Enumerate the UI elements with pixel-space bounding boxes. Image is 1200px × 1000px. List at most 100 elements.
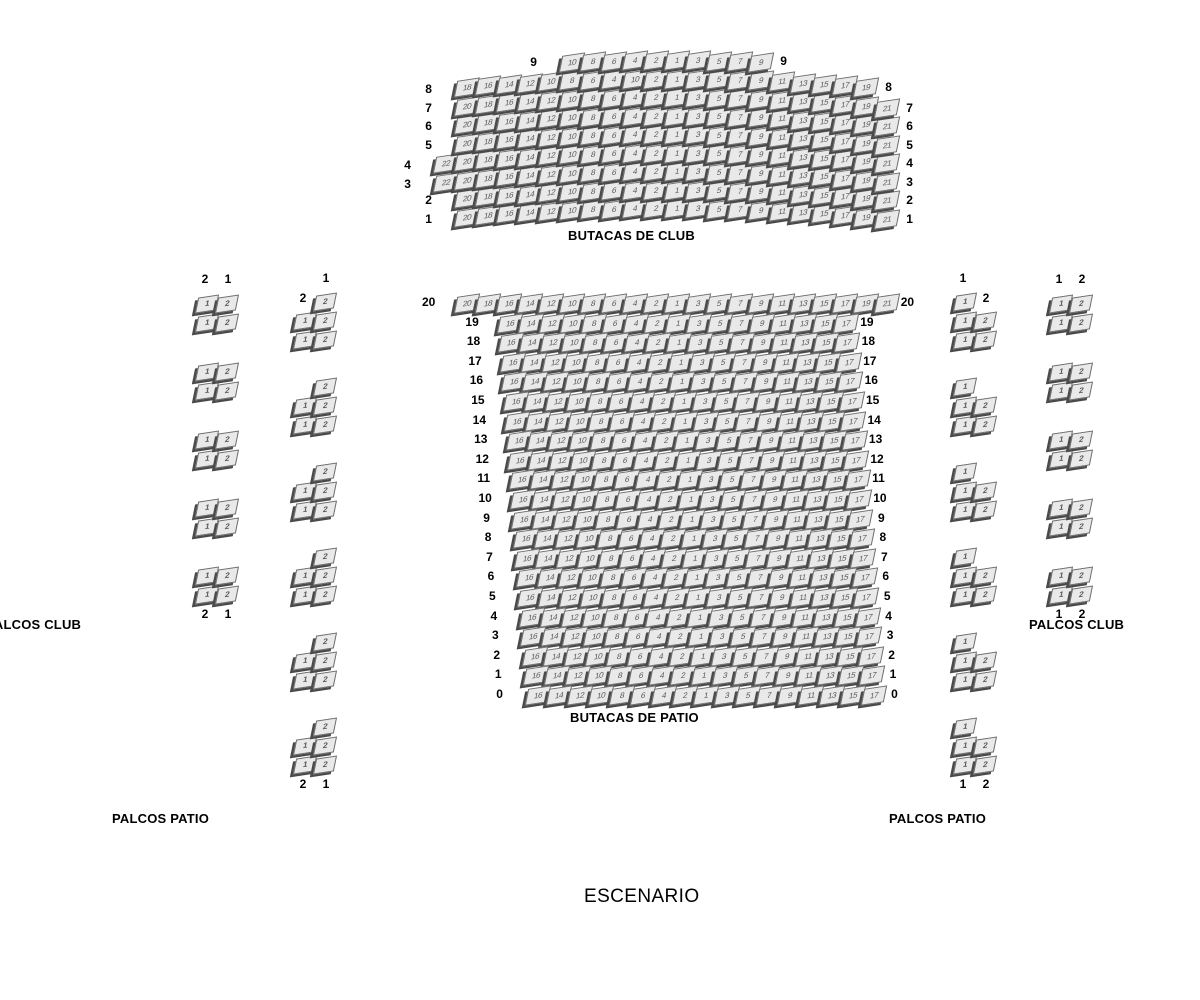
seat[interactable]: 2 bbox=[312, 500, 338, 520]
seat[interactable]: 2 bbox=[312, 755, 338, 775]
seat[interactable]: 2 bbox=[972, 500, 998, 520]
seat[interactable]: 2 bbox=[1068, 585, 1094, 605]
seat[interactable]: 2 bbox=[214, 362, 240, 382]
club-row-label-right: 4 bbox=[906, 156, 913, 171]
seat[interactable]: 1 bbox=[952, 717, 978, 737]
seat[interactable]: 2 bbox=[1068, 517, 1094, 537]
seat[interactable]: 2 bbox=[214, 517, 240, 537]
seat[interactable]: 2 bbox=[312, 311, 338, 331]
seat[interactable]: 2 bbox=[312, 377, 338, 397]
seat[interactable]: 19 bbox=[852, 77, 879, 98]
club-row-label-right: 5 bbox=[906, 137, 913, 152]
seat[interactable]: 1 bbox=[952, 292, 978, 312]
seat[interactable]: 21 bbox=[873, 190, 900, 211]
seat[interactable]: 2 bbox=[972, 736, 998, 756]
seat[interactable]: 2 bbox=[214, 498, 240, 518]
seat[interactable]: 2 bbox=[312, 651, 338, 671]
seat[interactable]: 2 bbox=[972, 670, 998, 690]
palco-column-label: 1 bbox=[1055, 272, 1063, 286]
seat[interactable]: 2 bbox=[1068, 430, 1094, 450]
club-row-label-left: 7 bbox=[425, 100, 432, 115]
club-row-label-right: 6 bbox=[906, 119, 913, 134]
seat[interactable]: 1 bbox=[952, 377, 978, 397]
seat[interactable]: 2 bbox=[312, 462, 338, 482]
seat[interactable]: 2 bbox=[1068, 566, 1094, 586]
seat[interactable]: 2 bbox=[972, 415, 998, 435]
seat[interactable]: 21 bbox=[873, 134, 900, 156]
seat[interactable]: 1 bbox=[952, 547, 978, 567]
seat[interactable]: 1 bbox=[952, 462, 978, 482]
caption-palcos-club-left: PALCOS CLUB bbox=[0, 617, 82, 632]
palco-column-label: 1 bbox=[322, 271, 330, 285]
seat[interactable]: 2 bbox=[972, 311, 998, 331]
club-row-label-left: 2 bbox=[425, 193, 432, 208]
patio-row-label-left: 0 bbox=[496, 687, 503, 701]
seat[interactable]: 2 bbox=[1068, 449, 1094, 469]
patio-row-label-left: 13 bbox=[474, 432, 488, 447]
seat[interactable]: 1 bbox=[952, 632, 978, 652]
seat[interactable]: 2 bbox=[312, 330, 338, 350]
seat[interactable]: 2 bbox=[312, 736, 338, 756]
seat[interactable]: 2 bbox=[972, 566, 998, 586]
patio-row-label-left: 10 bbox=[478, 491, 492, 505]
palco-column-label: 2 bbox=[201, 607, 209, 621]
seat[interactable]: 21 bbox=[873, 97, 900, 119]
seat[interactable]: 9 bbox=[747, 52, 774, 73]
palco-column-label: 1 bbox=[1055, 607, 1063, 621]
club-row-label-left: 5 bbox=[425, 137, 432, 152]
seat[interactable]: 2 bbox=[312, 566, 338, 586]
club-row-label-left: 3 bbox=[404, 176, 411, 191]
seat[interactable]: 2 bbox=[312, 396, 338, 416]
stage-label: ESCENARIO bbox=[584, 886, 700, 907]
patio-row-label-right: 9 bbox=[878, 510, 885, 525]
seat[interactable]: 2 bbox=[312, 292, 338, 312]
club-row-label-left: 4 bbox=[404, 158, 411, 173]
patio-row-label-left: 8 bbox=[484, 530, 492, 545]
seat[interactable]: 2 bbox=[214, 294, 240, 314]
club-row-label-left: 8 bbox=[425, 82, 432, 97]
caption-palcos-patio-right: PALCOS PATIO bbox=[889, 811, 987, 826]
seat[interactable]: 2 bbox=[1068, 498, 1094, 518]
seat[interactable]: 2 bbox=[1068, 294, 1094, 314]
caption-butacas-de-patio: BUTACAS DE PATIO bbox=[570, 710, 699, 725]
patio-row-label-left: 9 bbox=[483, 510, 490, 525]
seat[interactable]: 21 bbox=[873, 171, 900, 193]
palco-column-label: 2 bbox=[299, 291, 307, 305]
patio-row-label-left: 5 bbox=[489, 589, 496, 603]
seat[interactable]: 21 bbox=[873, 208, 900, 230]
club-row-label-right: 9 bbox=[780, 54, 787, 69]
patio-row-label-left: 11 bbox=[477, 471, 491, 486]
seat[interactable]: 21 bbox=[873, 116, 900, 137]
patio-row-label-left: 4 bbox=[490, 608, 498, 623]
seat[interactable]: 2 bbox=[312, 481, 338, 501]
patio-row-label-right: 10 bbox=[873, 491, 887, 505]
seat[interactable]: 2 bbox=[214, 585, 240, 605]
seat[interactable]: 2 bbox=[972, 755, 998, 775]
seat[interactable]: 2 bbox=[312, 585, 338, 605]
patio-row-label-left: 6 bbox=[487, 569, 495, 584]
seat[interactable]: 2 bbox=[312, 547, 338, 567]
seat[interactable]: 2 bbox=[214, 430, 240, 450]
seat[interactable]: 2 bbox=[312, 670, 338, 690]
seat[interactable]: 2 bbox=[972, 651, 998, 671]
seat[interactable]: 2 bbox=[972, 481, 998, 501]
seat[interactable]: 2 bbox=[214, 566, 240, 586]
seat[interactable]: 2 bbox=[312, 415, 338, 435]
seat[interactable]: 2 bbox=[214, 381, 240, 401]
seat[interactable]: 2 bbox=[312, 632, 338, 652]
seat[interactable]: 2 bbox=[972, 396, 998, 416]
seat[interactable]: 2 bbox=[312, 717, 338, 737]
seat[interactable]: 2 bbox=[972, 330, 998, 350]
seat[interactable]: 2 bbox=[214, 313, 240, 333]
seat[interactable]: 2 bbox=[1068, 313, 1094, 333]
patio-row-label-left: 3 bbox=[491, 628, 499, 643]
caption-butacas-de-club: BUTACAS DE CLUB bbox=[568, 228, 695, 243]
patio-row-label-right: 1 bbox=[889, 667, 897, 682]
seat[interactable]: 2 bbox=[1068, 381, 1094, 401]
patio-row-label-left: 19 bbox=[465, 314, 479, 329]
palco-column-label: 2 bbox=[299, 777, 307, 791]
seat[interactable]: 2 bbox=[1068, 362, 1094, 382]
seat[interactable]: 2 bbox=[972, 585, 998, 605]
seat[interactable]: 21 bbox=[873, 153, 900, 174]
seat[interactable]: 2 bbox=[214, 449, 240, 469]
